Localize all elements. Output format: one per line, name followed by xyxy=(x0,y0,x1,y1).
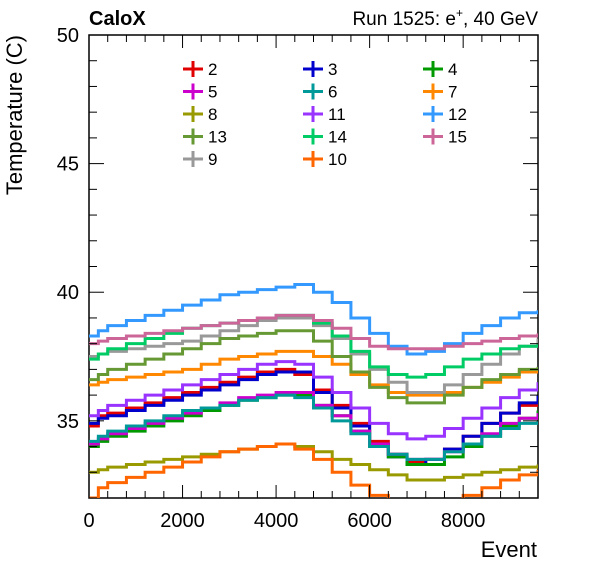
x-tick-label: 6000 xyxy=(347,510,392,532)
series-line-13 xyxy=(89,329,538,405)
series-line-11 xyxy=(89,360,538,441)
legend-label: 3 xyxy=(328,60,337,79)
chart-subtitle: Run 1525: e+, 40 GeV xyxy=(352,6,538,30)
subtitle-part-1: Run 1525: e xyxy=(352,9,456,30)
legend-label: 2 xyxy=(208,60,217,79)
legend-label: 4 xyxy=(448,60,457,79)
legend-item-4: 4 xyxy=(423,60,457,79)
legend-label: 14 xyxy=(328,128,347,147)
legend-item-6: 6 xyxy=(303,83,337,102)
legend-label: 15 xyxy=(448,128,467,147)
series-line-8 xyxy=(89,442,538,482)
legend-label: 6 xyxy=(328,83,337,102)
series-layer xyxy=(89,283,538,498)
legend-item-13: 13 xyxy=(183,128,227,147)
legend-label: 8 xyxy=(208,105,217,124)
series-line-12 xyxy=(89,283,538,356)
legend-label: 13 xyxy=(208,128,227,147)
y-tick-label: 50 xyxy=(57,25,79,47)
legend-item-7: 7 xyxy=(423,83,457,102)
legend-item-5: 5 xyxy=(183,83,217,102)
legend-label: 9 xyxy=(208,150,217,169)
legend-item-8: 8 xyxy=(183,105,217,124)
plot-border xyxy=(88,34,539,499)
legend-item-12: 12 xyxy=(423,105,467,124)
legend-item-10: 10 xyxy=(303,150,347,169)
legend-item-2: 2 xyxy=(183,60,217,79)
legend-label: 5 xyxy=(208,83,217,102)
legend-item-9: 9 xyxy=(183,150,217,169)
legend-label: 12 xyxy=(448,105,467,124)
series-line-15 xyxy=(89,313,538,351)
y-tick-label: 40 xyxy=(57,282,79,304)
series-line-6 xyxy=(89,393,538,461)
legend-label: 7 xyxy=(448,83,457,102)
x-tick-label: 0 xyxy=(83,510,94,532)
y-tick-label: 45 xyxy=(57,154,79,176)
legend-item-11: 11 xyxy=(303,105,346,124)
y-tick-label: 35 xyxy=(57,411,79,433)
y-axis-label: Temperature (C) xyxy=(2,35,27,195)
subtitle-superscript: + xyxy=(456,6,463,20)
subtitle-part-3: , 40 GeV xyxy=(463,9,538,30)
legend-item-14: 14 xyxy=(303,128,347,147)
legend: 2 3 4 5 6 7 8 11 12 13 14 15 9 10 xyxy=(183,60,467,169)
legend-label: 11 xyxy=(328,105,346,124)
plot-frame xyxy=(88,34,539,499)
legend-item-3: 3 xyxy=(303,60,337,79)
legend-label: 10 xyxy=(328,150,347,169)
x-tick-label: 2000 xyxy=(160,510,205,532)
x-tick-label: 8000 xyxy=(441,510,486,532)
chart-title: CaloX xyxy=(89,8,146,30)
series-line-3 xyxy=(89,370,538,467)
legend-item-15: 15 xyxy=(423,128,467,147)
x-tick-label: 4000 xyxy=(254,510,299,532)
x-axis-label: Event xyxy=(481,537,537,562)
